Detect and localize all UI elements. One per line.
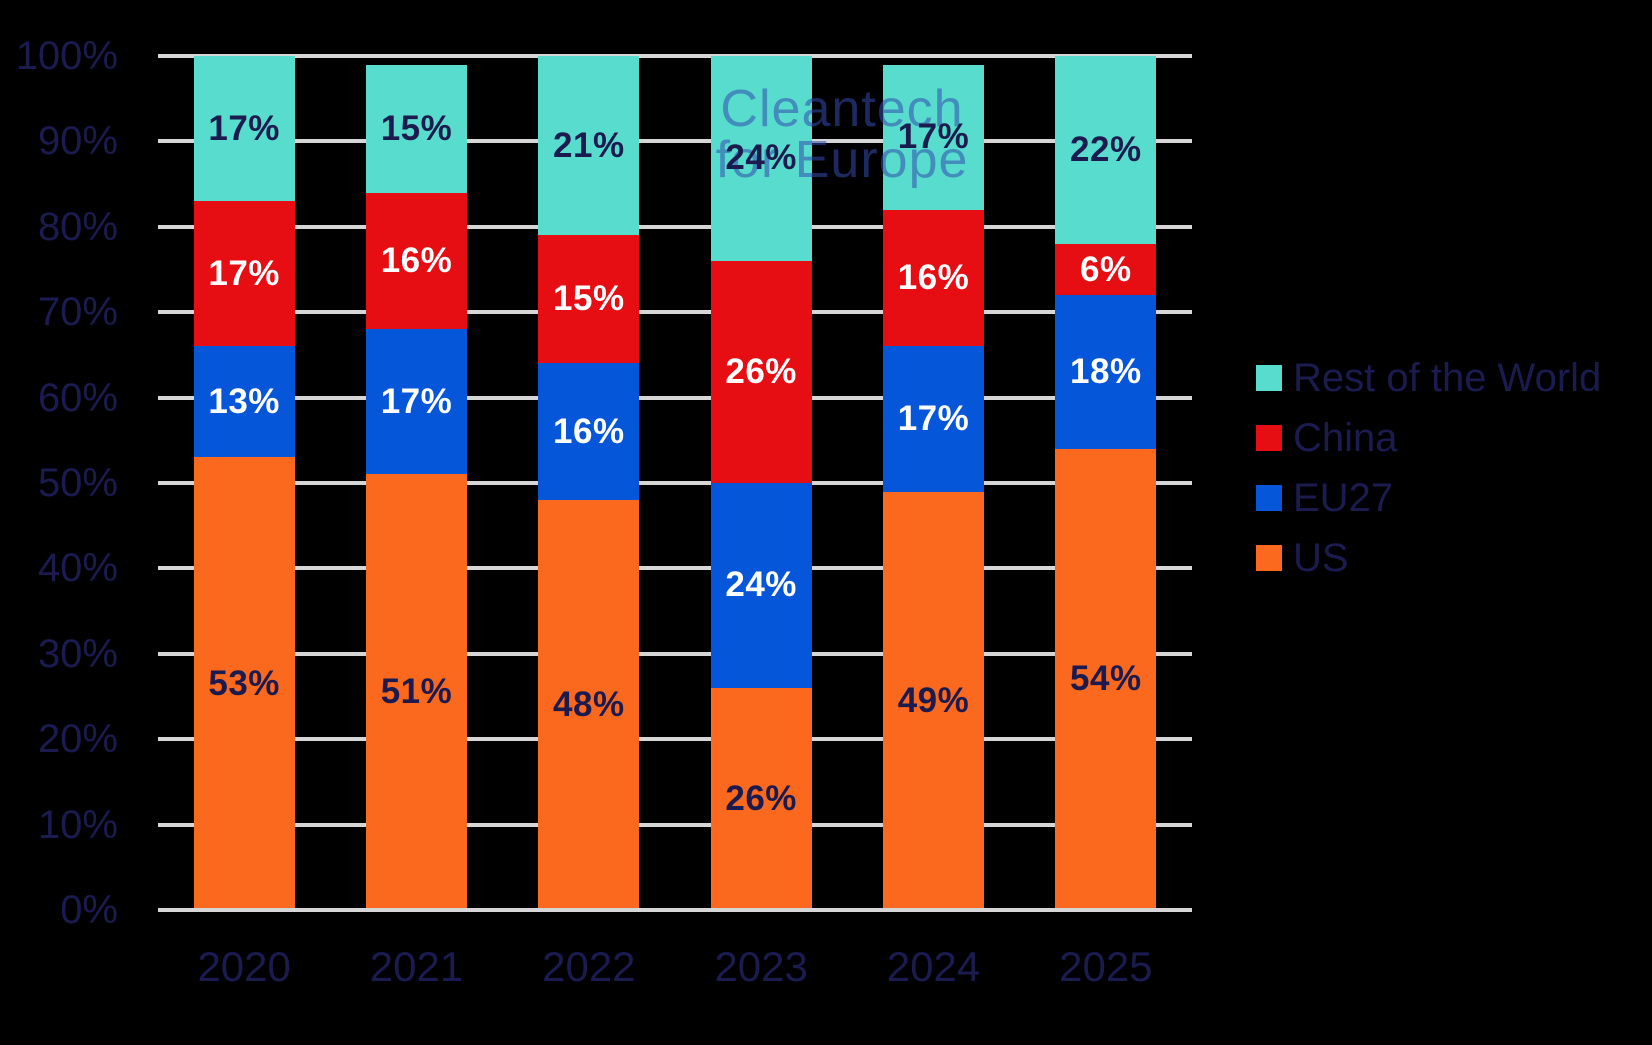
gridline-30: [158, 651, 1192, 656]
legend-label: China: [1293, 415, 1398, 460]
y-axis-tick-label: 40%: [37, 546, 118, 591]
bar-segment-china-2022: [538, 235, 640, 364]
bar-segment-label: 17%: [380, 381, 453, 421]
bar-segment-rest-of-the-world-2022: [538, 56, 640, 236]
x-axis-category-label: 2021: [369, 943, 464, 990]
gridline-40: [158, 566, 1192, 571]
gridline-50: [158, 481, 1192, 485]
bar-segment-label: 17%: [897, 398, 970, 438]
legend-label: US: [1293, 535, 1349, 580]
legend-item-rest-of-the-world: Rest of the World: [1256, 348, 1601, 408]
gridline-90: [158, 139, 1192, 144]
y-axis-tick-label: 10%: [37, 802, 118, 847]
x-axis-category-label: 2023: [714, 943, 808, 990]
bar-segment-label: 6%: [1080, 249, 1132, 289]
bar-segment-label: 16%: [380, 240, 453, 280]
bar-segment-label: 51%: [380, 672, 453, 712]
bar-segment-label: 48%: [553, 685, 625, 725]
bar-segment-label: 54%: [1070, 659, 1142, 699]
gridline-0: [158, 908, 1192, 912]
y-axis-tick-label: 70%: [37, 290, 118, 335]
bar-segment-label: 18%: [1070, 351, 1142, 391]
y-axis-tick-label: 30%: [37, 631, 118, 676]
bar-segment-rest-of-the-world-2021: [366, 64, 467, 193]
bar-segment-label: 22%: [1070, 129, 1142, 169]
bar-segment-us-2021: [366, 474, 467, 910]
x-axis-category-label: 2020: [197, 943, 291, 990]
legend-label: EU27: [1293, 475, 1394, 520]
y-axis-tick-label: 20%: [37, 717, 118, 762]
bar-segment-china-2024: [883, 209, 984, 347]
bar-segment-eu27-2021: [366, 329, 467, 475]
y-axis-tick-label: 80%: [37, 204, 118, 249]
bar-segment-eu27-2023: [710, 483, 812, 688]
x-axis-category-label: 2025: [1059, 943, 1153, 990]
bar-segment-label: 17%: [897, 117, 970, 157]
bar-segment-eu27-2022: [538, 363, 640, 501]
bar-segment-label: 15%: [553, 279, 625, 319]
bar-segment-label: 26%: [725, 351, 797, 391]
gridline-100: [158, 54, 1192, 58]
bar-segment-label: 21%: [553, 125, 625, 165]
bar-segment-label: 13%: [208, 381, 280, 421]
bar-segment-rest-of-the-world-2024: [883, 64, 984, 210]
legend-item-china: China: [1256, 408, 1601, 468]
bar-segment-rest-of-the-world-2023: [710, 56, 812, 261]
bar-segment-china-2025: [1055, 243, 1157, 296]
bar-segment-us-2024: [883, 491, 984, 910]
bar-segment-label: 24%: [725, 138, 797, 178]
bar-segment-rest-of-the-world-2025: [1055, 56, 1157, 244]
legend-item-eu27: EU27: [1256, 468, 1601, 528]
bar-segment-china-2021: [366, 192, 467, 330]
legend-swatch: [1256, 365, 1282, 391]
gridline-80: [158, 224, 1192, 229]
bar-segment-rest-of-the-world-2020: [193, 56, 295, 202]
x-axis-category-label: 2024: [886, 943, 981, 990]
gridline-10: [158, 822, 1192, 827]
bar-segment-us-2025: [1055, 448, 1157, 910]
bar-segment-us-2022: [538, 500, 640, 910]
bar-segment-label: 49%: [897, 680, 970, 720]
bar-segment-label: 16%: [553, 411, 625, 451]
bar-segment-eu27-2024: [883, 346, 984, 492]
bar-segment-eu27-2025: [1055, 295, 1157, 449]
bar-segment-label: 17%: [208, 108, 280, 148]
bar-segment-label: 53%: [208, 663, 280, 703]
legend-swatch: [1256, 485, 1282, 511]
bar-segment-us-2023: [710, 687, 812, 910]
y-axis-tick-label: 50%: [37, 461, 118, 505]
bar-segment-label: 26%: [725, 778, 797, 818]
legend-label: Rest of the World: [1293, 355, 1602, 400]
legend-item-us: US: [1256, 528, 1601, 588]
legend-swatch: [1256, 545, 1282, 571]
bar-segment-eu27-2020: [193, 346, 295, 458]
bar-segment-us-2020: [193, 457, 295, 910]
y-axis-tick-label: 100%: [15, 34, 118, 78]
y-axis-tick-label: 90%: [37, 119, 118, 164]
legend-swatch: [1256, 425, 1282, 451]
y-axis-tick-label: 60%: [37, 375, 118, 420]
gridline-60: [158, 395, 1192, 400]
bar-segment-label: 17%: [208, 253, 280, 293]
gridline-20: [158, 737, 1192, 742]
x-axis-category-label: 2022: [542, 943, 636, 990]
bar-segment-china-2020: [193, 201, 295, 347]
bar-segment-label: 16%: [897, 258, 970, 298]
gridline-70: [158, 310, 1192, 315]
y-axis-tick-label: 0%: [60, 888, 118, 932]
legend: Rest of the World China EU27 US: [1256, 348, 1601, 588]
bar-segment-label: 15%: [380, 108, 453, 148]
bar-segment-china-2023: [710, 260, 812, 483]
bar-segment-label: 24%: [725, 565, 797, 605]
